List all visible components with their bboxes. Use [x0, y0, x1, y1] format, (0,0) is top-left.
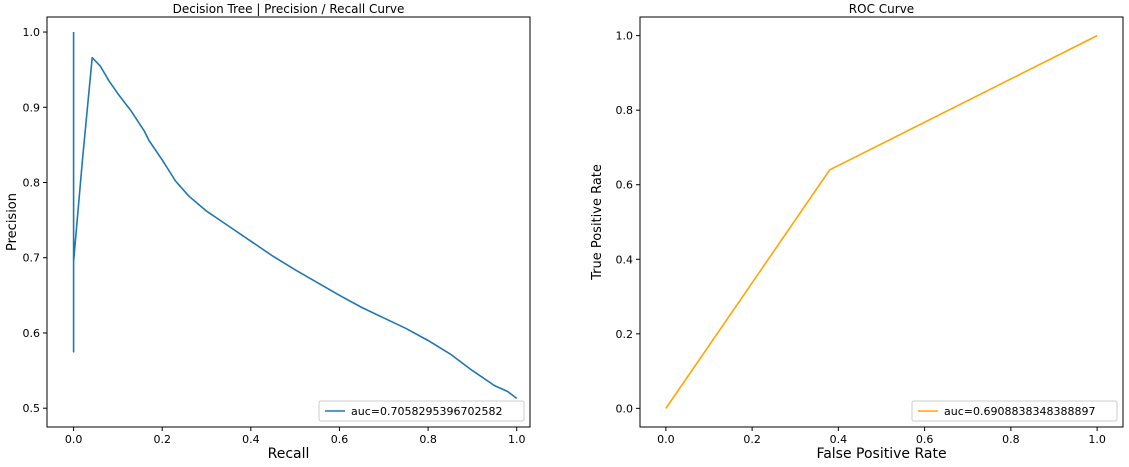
precision-recall-chart: Decision Tree | Precision / Recall Curve… — [5, 2, 531, 462]
x-tick-label: 0.0 — [657, 433, 675, 446]
y-tick-label: 0.8 — [616, 104, 634, 117]
y-tick-label: 0.9 — [23, 101, 41, 114]
plot-frame — [639, 16, 1124, 428]
x-tick-label: 0.2 — [743, 433, 761, 446]
x-axis-title: False Positive Rate — [816, 446, 946, 462]
chart-title: Decision Tree | Precision / Recall Curve — [173, 2, 405, 16]
y-tick-label: 0.0 — [616, 402, 634, 415]
x-tick-label: 0.4 — [242, 433, 260, 446]
legend-label: auc=0.7058295396702582 — [351, 405, 502, 418]
y-tick-label: 1.0 — [616, 30, 634, 43]
series-line — [665, 34, 1098, 409]
y-tick-label: 0.6 — [616, 179, 634, 192]
legend-label: auc=0.6908838348388897 — [944, 405, 1095, 418]
y-axis-title: Precision — [5, 193, 20, 251]
x-tick-label: 1.0 — [508, 433, 526, 446]
axis-ticks: 0.0 0.2 0.4 0.6 0.8 1.0 0.0 0.2 0.4 0.6 0.8 1.0 — [616, 30, 1106, 446]
series-group — [665, 34, 1098, 409]
chart-title: ROC Curve — [849, 2, 914, 16]
y-tick-label: 1.0 — [23, 26, 41, 39]
axis-ticks: 0.0 0.2 0.4 0.6 0.8 1.0 0.5 0.6 0.7 0.8 0.9 1.0 — [23, 26, 526, 446]
x-tick-label: 0.6 — [916, 433, 934, 446]
x-tick-label: 0.4 — [830, 433, 848, 446]
y-tick-label: 0.6 — [23, 327, 41, 340]
x-tick-label: 0.6 — [331, 433, 349, 446]
y-axis-title: True Positive Rate — [590, 164, 605, 281]
legend-box — [911, 400, 1118, 422]
series-line — [72, 32, 518, 400]
x-tick-label: 0.0 — [65, 433, 83, 446]
x-tick-label: 0.8 — [419, 433, 437, 446]
roc-chart: ROC Curve False Positive Rate True Posit… — [590, 2, 1124, 462]
plot-frame — [46, 16, 531, 428]
y-tick-label: 0.5 — [23, 402, 41, 415]
x-tick-label: 1.0 — [1088, 433, 1106, 446]
y-tick-label: 0.2 — [616, 328, 634, 341]
x-axis-title: Recall — [268, 446, 310, 462]
legend: auc=0.7058295396702582 — [318, 400, 525, 422]
legend: auc=0.6908838348388897 — [911, 400, 1118, 422]
legend-box — [318, 400, 525, 422]
x-tick-label: 0.8 — [1002, 433, 1020, 446]
y-tick-label: 0.7 — [23, 252, 41, 265]
series-group — [72, 32, 518, 400]
x-tick-label: 0.2 — [153, 433, 171, 446]
y-tick-label: 0.4 — [616, 253, 634, 266]
y-tick-label: 0.8 — [23, 177, 41, 190]
